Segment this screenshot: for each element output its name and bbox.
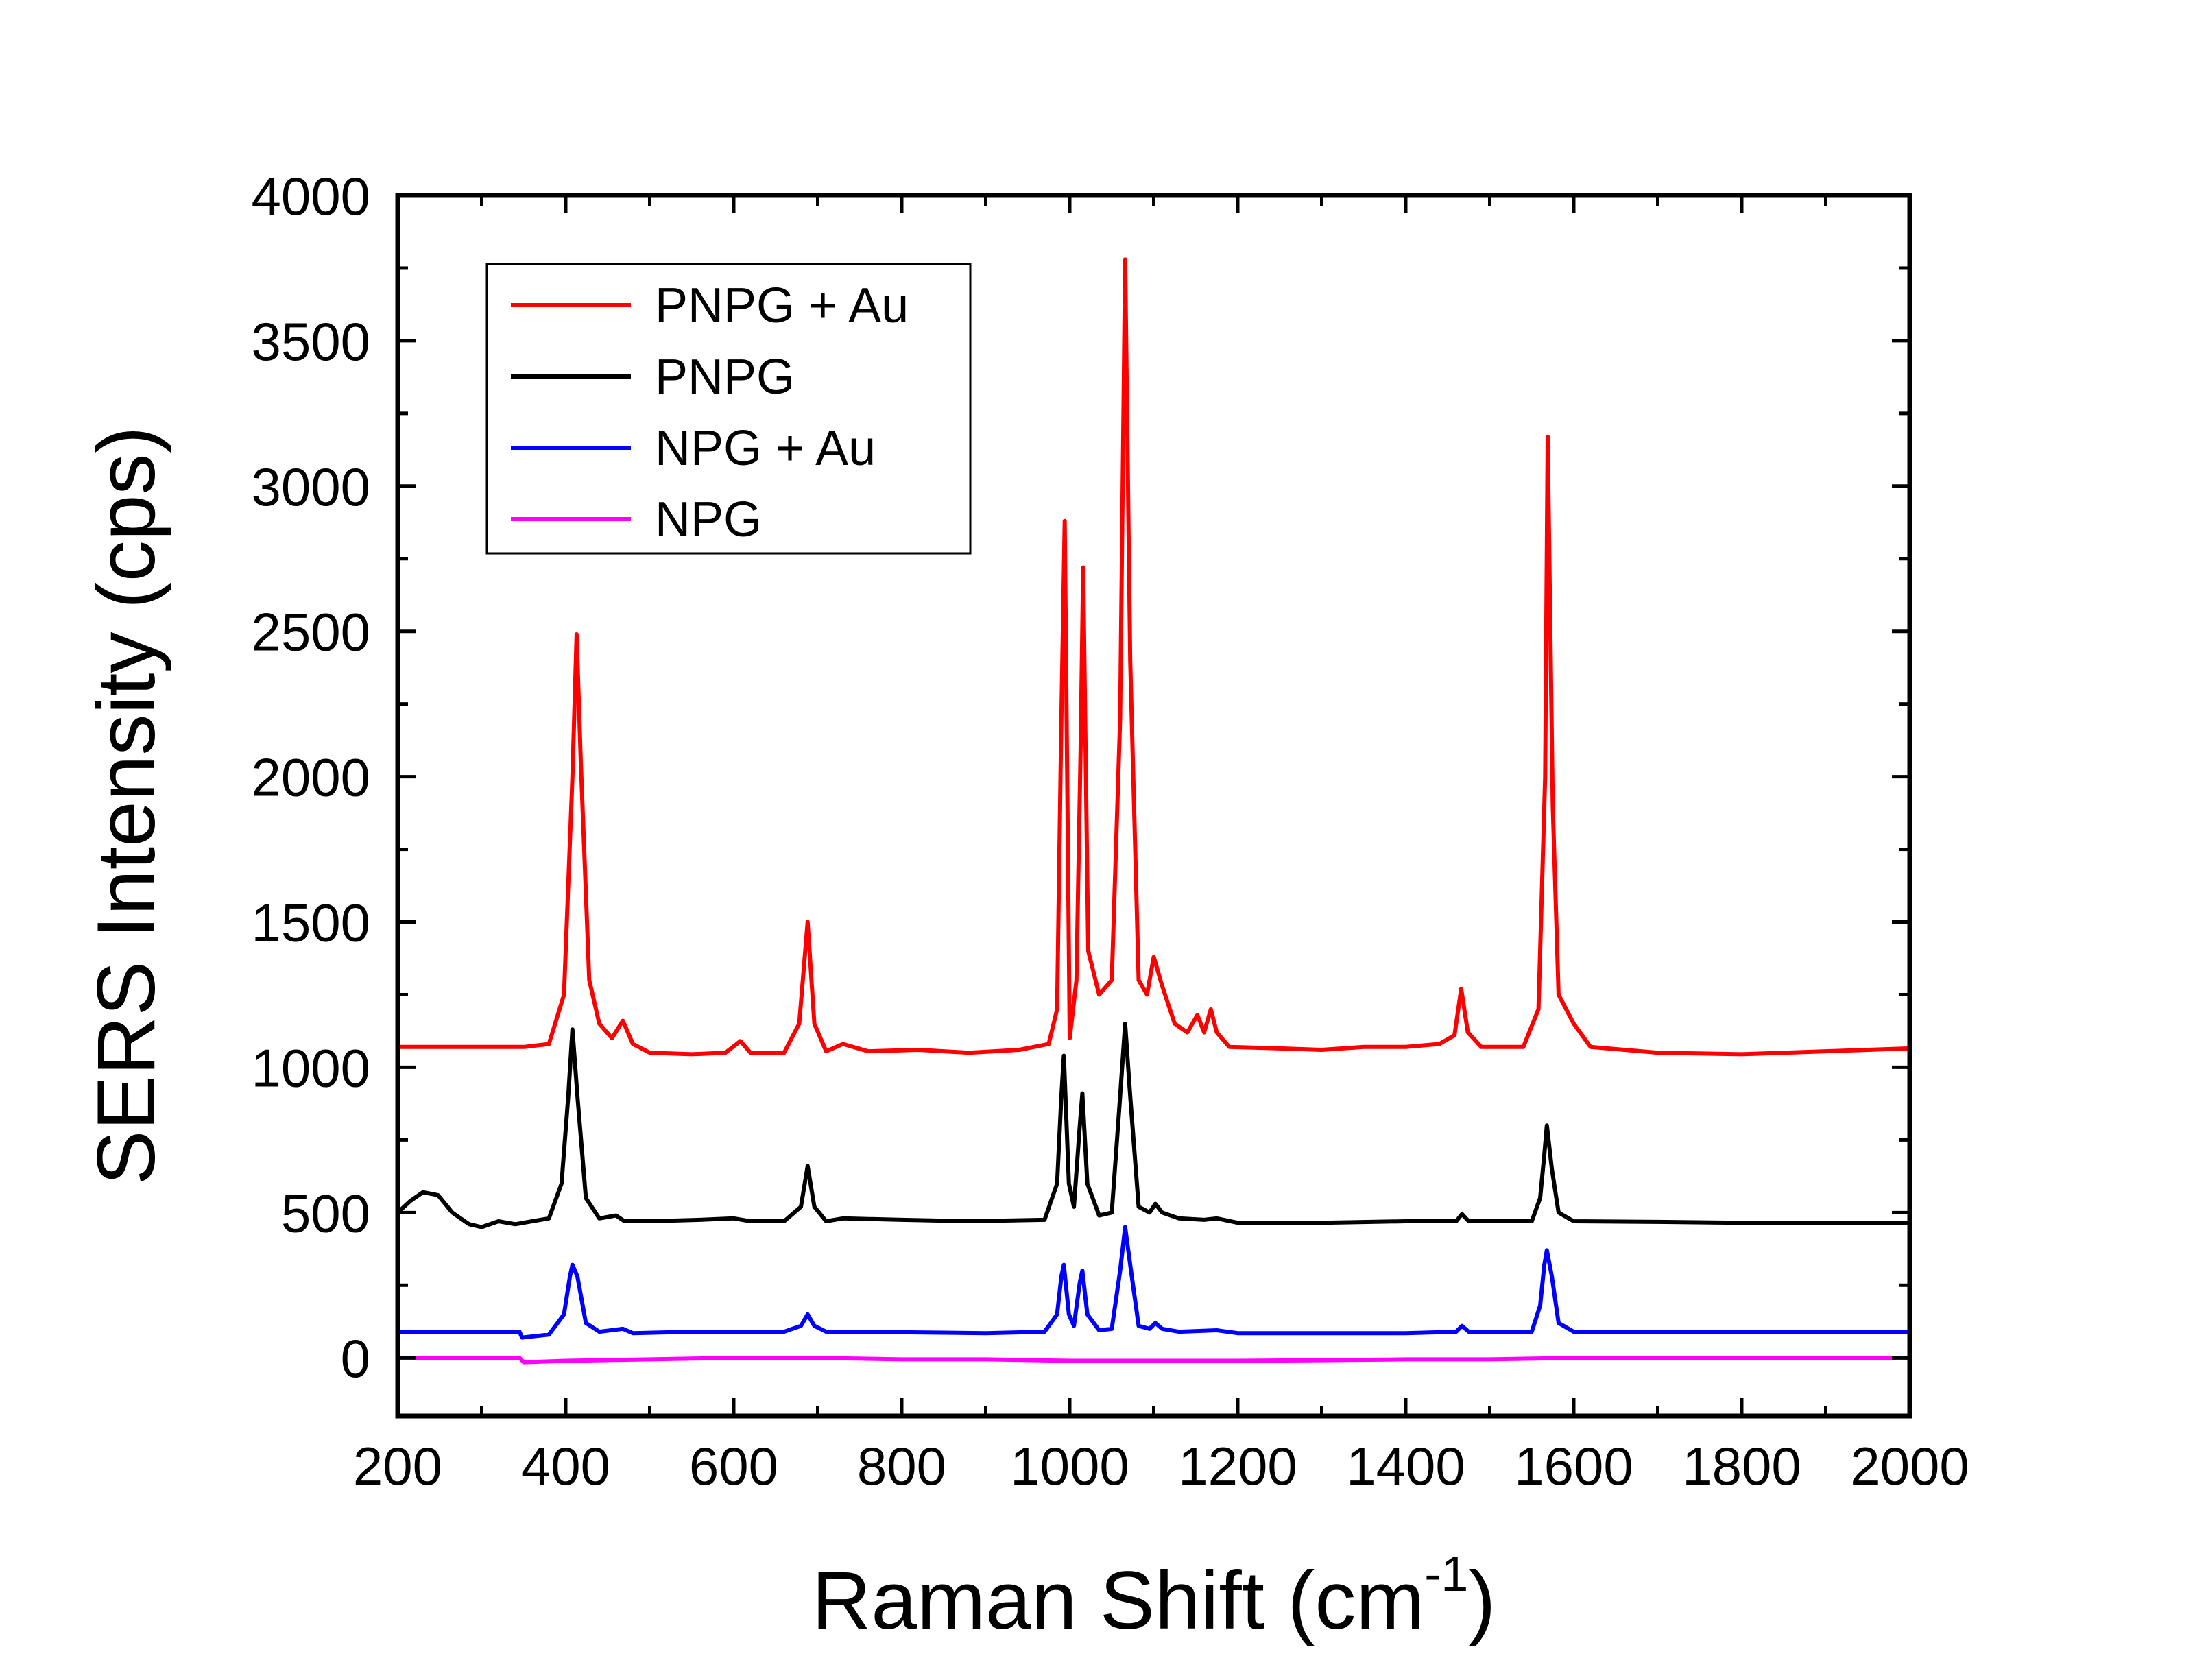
series-layer	[398, 257, 1910, 1365]
x-axis-title-superscript: -1	[1424, 1547, 1468, 1602]
x-tick-label: 400	[521, 1436, 610, 1496]
y-tick-label: 1500	[251, 893, 370, 953]
series-line-npg	[398, 1356, 1910, 1365]
x-tick-label: 1800	[1682, 1436, 1801, 1496]
x-axis-title: Raman Shift (cm-1)	[812, 1547, 1496, 1646]
series-line-npg-au	[398, 1225, 1910, 1340]
y-tick-label: 4000	[251, 166, 370, 226]
series-line-pnpg	[398, 1021, 1910, 1229]
y-tick-label: 500	[281, 1183, 370, 1243]
y-tick-label: 2500	[251, 602, 370, 662]
legend-box	[485, 263, 972, 555]
legend-label-pnpg: PNPG	[655, 350, 795, 405]
x-axis-title-main: Raman Shift (cm	[812, 1555, 1425, 1646]
x-axis-title-suffix: )	[1468, 1555, 1496, 1646]
x-tick-label: 2000	[1850, 1436, 1969, 1496]
series-line-pnpg-au	[398, 257, 1910, 1057]
y-tick-label: 3500	[251, 311, 370, 372]
x-tick-label: 800	[857, 1436, 946, 1496]
y-tick-label: 3000	[251, 457, 370, 517]
y-tick-label: 1000	[251, 1037, 370, 1098]
x-tick-label: 1000	[1010, 1436, 1129, 1496]
x-tick-label: 1600	[1514, 1436, 1633, 1496]
tick-labels-layer: 200 400 600 800 1000 1200 1400 1600 1800 2000 0 500…	[251, 166, 1969, 1496]
legend-label-npg: NPG	[655, 492, 762, 547]
x-tick-label: 600	[689, 1436, 778, 1496]
y-axis-title: SERS Intensity (cps)	[80, 426, 172, 1185]
ticks-layer	[396, 193, 1912, 1416]
y-tick-label: 2000	[251, 747, 370, 808]
y-tick-label: 0	[341, 1328, 370, 1389]
x-tick-label: 200	[353, 1436, 442, 1496]
legend-label-pnpg-au: PNPG + Au	[655, 278, 909, 333]
x-tick-label: 1200	[1178, 1436, 1297, 1496]
legend-label-npg-au: NPG + Au	[655, 421, 876, 476]
legend: PNPG + Au PNPG NPG + Au NPG	[485, 263, 972, 555]
x-tick-label: 1400	[1346, 1436, 1465, 1496]
